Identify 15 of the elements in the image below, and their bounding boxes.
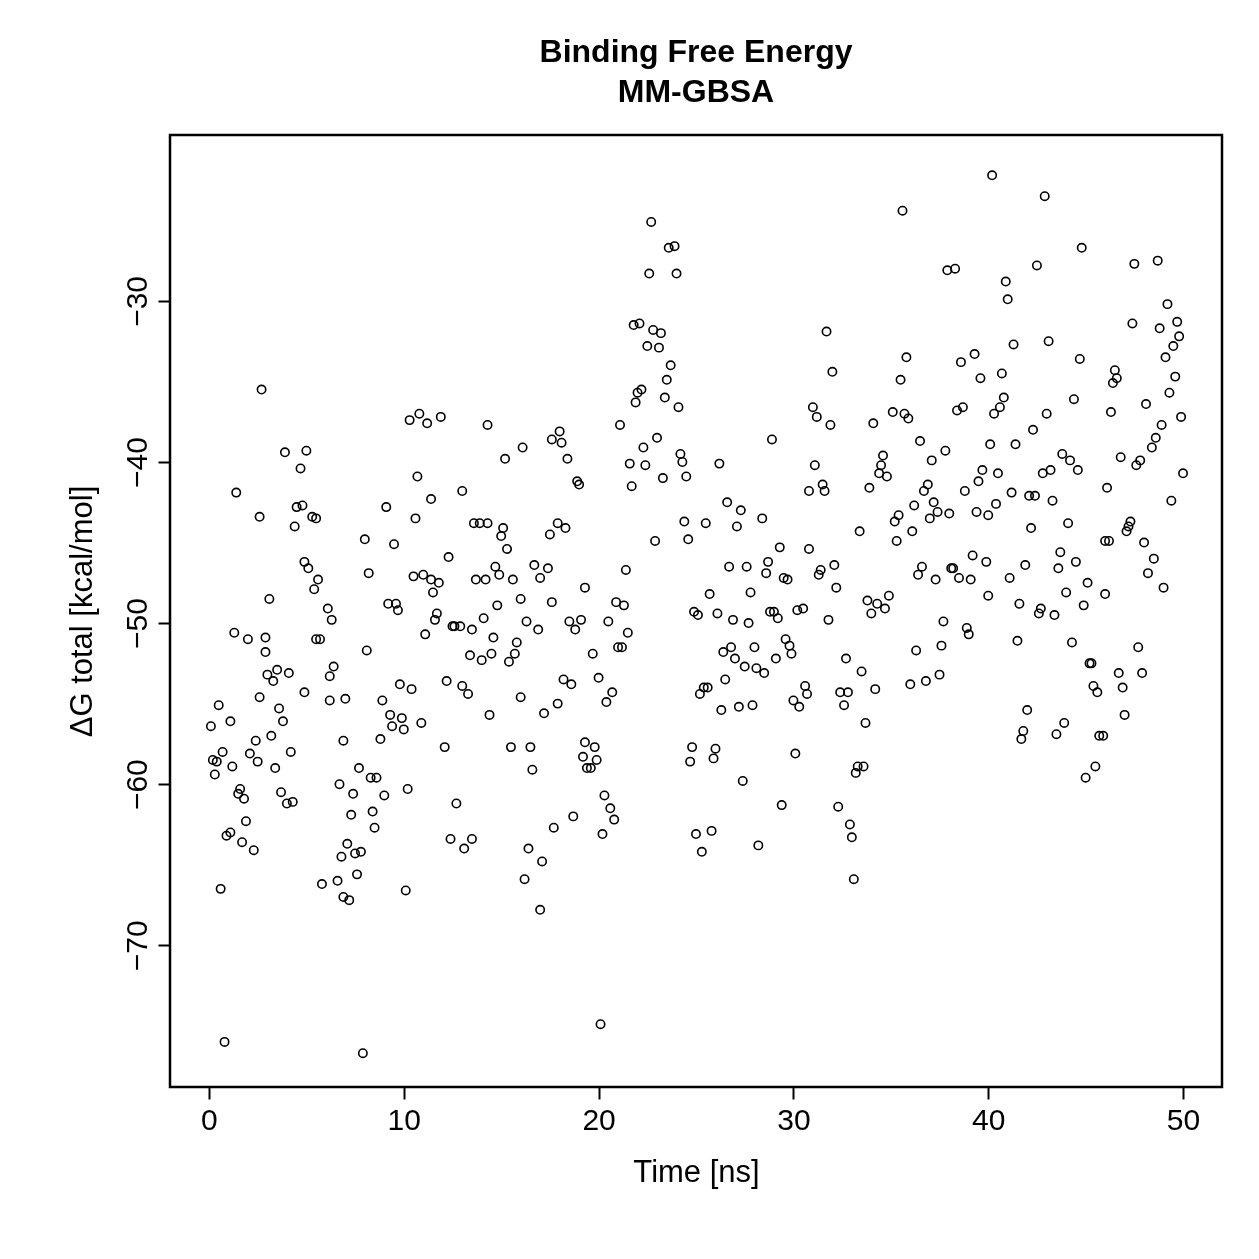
- chart-title: Binding Free Energy: [539, 33, 853, 69]
- x-axis-title: Time [ns]: [633, 1153, 760, 1189]
- x-tick-label: 10: [387, 1102, 421, 1136]
- y-axis-title: ΔG total [kcal/mol]: [63, 485, 99, 738]
- y-tick-label: −30: [119, 275, 153, 327]
- y-tick-label: −50: [119, 598, 153, 650]
- x-tick-label: 40: [972, 1102, 1006, 1136]
- x-tick-label: 50: [1166, 1102, 1201, 1136]
- y-tick-label: −60: [119, 759, 153, 811]
- chart-subtitle: MM-GBSA: [617, 73, 775, 109]
- y-tick-label: −40: [119, 437, 153, 488]
- y-tick-label: −70: [119, 920, 153, 972]
- x-tick-label: 0: [201, 1102, 218, 1136]
- x-tick-label: 20: [582, 1102, 616, 1136]
- x-tick-label: 30: [777, 1102, 811, 1136]
